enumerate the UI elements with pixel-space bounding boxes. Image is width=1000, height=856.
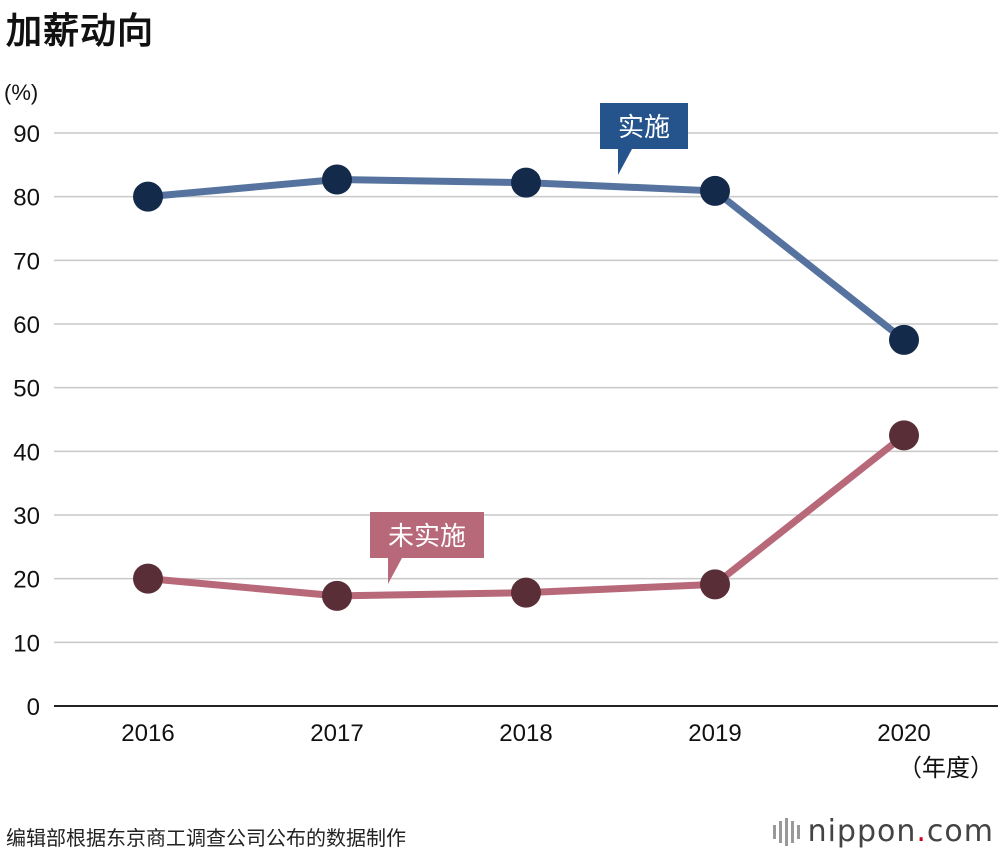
y-tick-label: 90 [13, 121, 40, 148]
x-tick-label: 2019 [688, 720, 741, 747]
x-tick-label: 2020 [877, 720, 930, 747]
y-tick-label: 30 [13, 503, 40, 530]
data-point-not-implemented [322, 580, 352, 611]
callout-box [370, 512, 484, 558]
y-tick-label: 0 [27, 694, 40, 721]
callout-not-implemented: 未实施 [370, 512, 484, 584]
y-tick-label: 20 [13, 567, 40, 594]
y-tick-label: 80 [13, 185, 40, 212]
logo-suffix: com [926, 814, 994, 849]
data-point-not-implemented [133, 563, 163, 594]
data-point-not-implemented [889, 420, 919, 451]
y-axis-ticks: 0 10 20 30 40 50 60 70 80 90 [13, 121, 40, 721]
nippon-logo: nippon. com [772, 814, 994, 849]
logo-dot: . [916, 814, 927, 849]
series-implemented [133, 164, 919, 355]
x-tick-label: 2017 [310, 720, 363, 747]
x-axis-unit-label: （年度） [898, 755, 994, 782]
chart-title: 加薪动向 [6, 11, 155, 52]
x-tick-label: 2018 [499, 720, 552, 747]
y-tick-label: 40 [13, 439, 40, 466]
series-layer [133, 164, 919, 611]
source-note: 编辑部根据东京商工调查公司公布的数据制作 [6, 826, 406, 850]
callout-pointer [618, 149, 632, 175]
data-point-not-implemented [700, 569, 730, 600]
x-axis-ticks: 2016 2017 2018 2019 2020 [121, 720, 930, 747]
y-axis-unit-label: (%) [4, 80, 38, 105]
data-point-implemented [889, 324, 919, 355]
data-point-implemented [511, 167, 541, 198]
callout-pointer [388, 558, 402, 584]
callout-implemented: 实施 [600, 103, 688, 175]
series-label: 未实施 [388, 522, 466, 552]
callout-box [600, 103, 688, 149]
data-point-implemented [133, 181, 163, 212]
data-point-implemented [322, 164, 352, 195]
y-tick-label: 50 [13, 376, 40, 403]
logo-name: nippon [807, 814, 917, 849]
y-tick-label: 60 [13, 312, 40, 339]
data-point-implemented [700, 175, 730, 206]
y-tick-label: 70 [13, 248, 40, 275]
series-label: 实施 [618, 113, 670, 143]
grid-lines [54, 132, 998, 644]
x-tick-label: 2016 [121, 720, 174, 747]
y-tick-label: 10 [13, 630, 40, 657]
logo-mark-icon [772, 817, 800, 846]
series-not-implemented [133, 420, 919, 611]
data-point-not-implemented [511, 577, 541, 608]
